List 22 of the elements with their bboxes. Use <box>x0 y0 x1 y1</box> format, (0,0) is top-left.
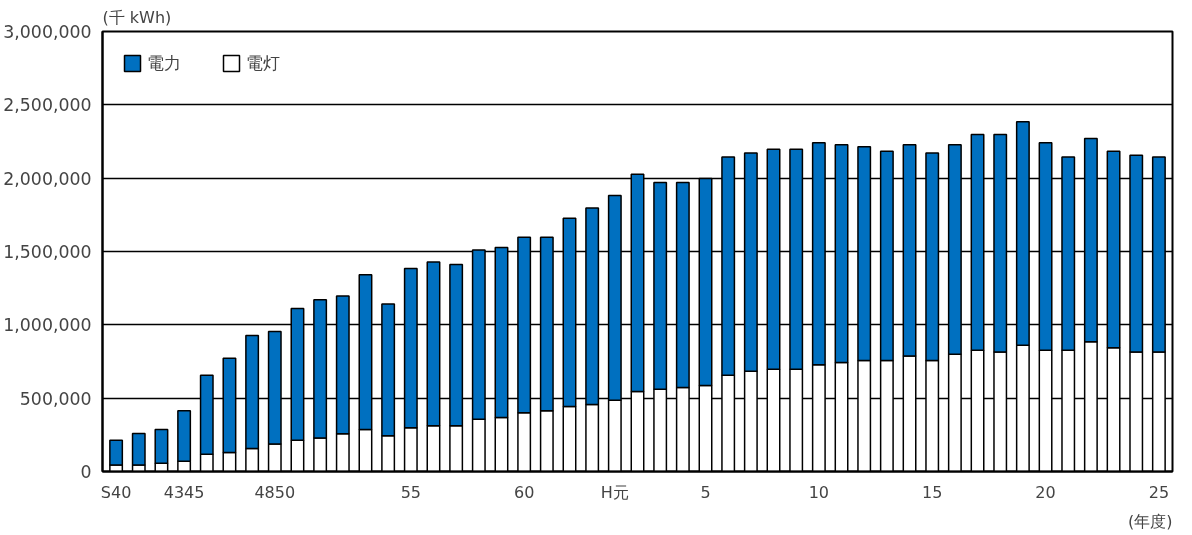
legend-label: 電力 <box>147 52 181 75</box>
x-tick-label: 55 <box>400 482 421 502</box>
y-tick-label: 3,000,000 <box>3 22 92 42</box>
x-tick-label: 4850 <box>254 482 296 502</box>
x-tick-label: 20 <box>1035 482 1056 502</box>
x-tick-label: 25 <box>1148 482 1170 502</box>
x-tick-label: 10 <box>808 482 830 502</box>
y-tick-label: 0 <box>80 462 92 482</box>
x-tick-label: 60 <box>513 482 535 502</box>
y-axis-title: (千 kWh) <box>102 7 172 27</box>
legend-label: 電灯 <box>246 52 280 75</box>
y-tick-label: 1,500,000 <box>3 242 92 262</box>
x-tick-label: S40 <box>100 482 132 502</box>
x-axis-title: (年度) <box>1128 511 1173 531</box>
y-tick-label: 2,500,000 <box>3 95 92 116</box>
y-tick-label: 1,000,000 <box>3 315 92 336</box>
x-tick-label: 15 <box>922 482 943 502</box>
x-tick-label: 5 <box>700 482 711 502</box>
y-tick-label: 500,000 <box>19 388 92 409</box>
y-tick-label: 2,000,000 <box>3 168 92 189</box>
x-tick-label: H元 <box>600 482 629 502</box>
x-tick-label: 4345 <box>163 482 205 502</box>
